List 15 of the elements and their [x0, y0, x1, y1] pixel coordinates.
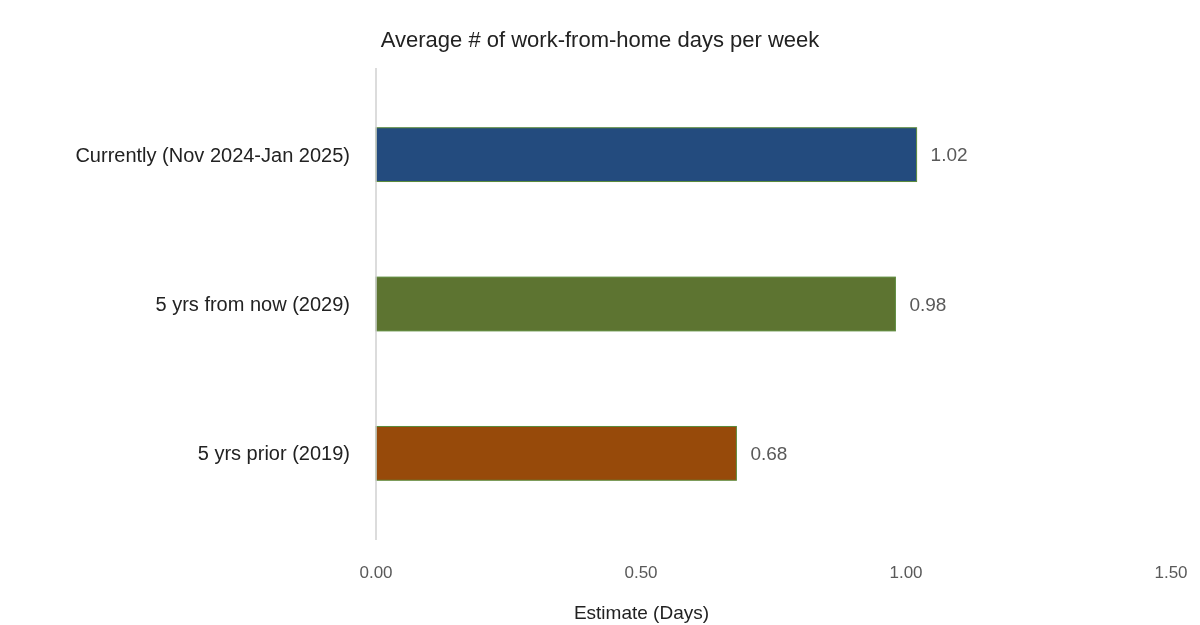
chart-title: Average # of work-from-home days per week — [380, 27, 821, 52]
x-tick-label: 1.50 — [1154, 563, 1188, 582]
x-tick-label: 0.00 — [359, 563, 393, 582]
x-tick-label: 1.00 — [889, 563, 923, 582]
y-tick-label: Currently (Nov 2024-Jan 2025) — [75, 143, 350, 166]
x-axis-title: Estimate (Days) — [573, 602, 710, 623]
bar — [375, 276, 896, 332]
bar — [375, 127, 918, 183]
data-label: 0.68 — [750, 442, 788, 464]
y-tick-label: 5 yrs prior (2019) — [197, 442, 350, 465]
data-label: 0.98 — [909, 293, 947, 315]
bar — [375, 425, 737, 481]
x-tick-label: 0.50 — [624, 563, 658, 582]
y-tick-label: 5 yrs from now (2029) — [155, 293, 350, 315]
data-label: 1.02 — [930, 144, 968, 166]
